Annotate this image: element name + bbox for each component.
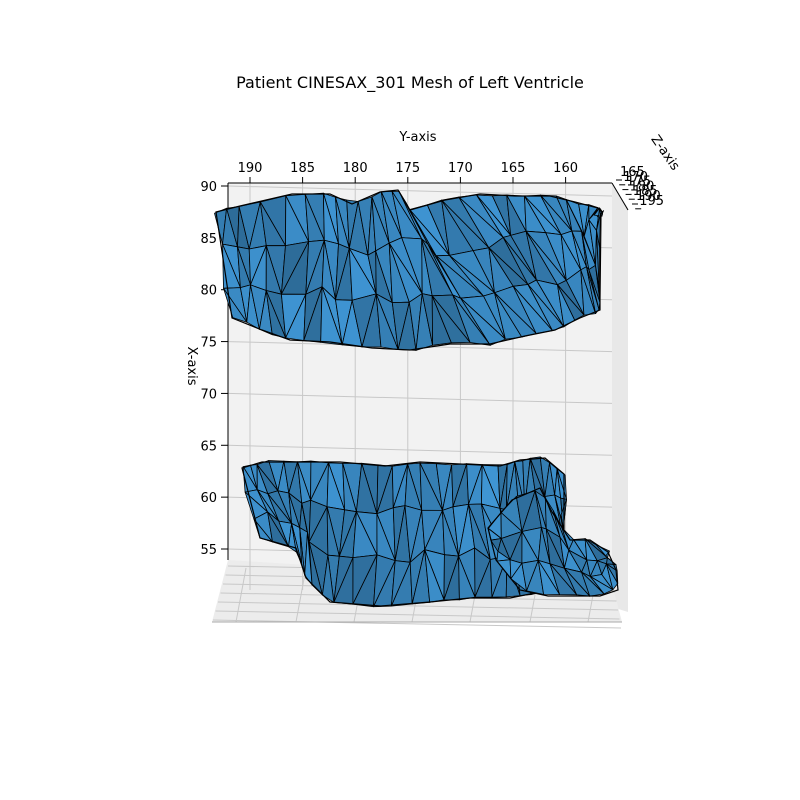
z-tick-label: 190 <box>636 189 661 204</box>
mesh-face <box>321 554 335 603</box>
z-tick-label: 165 <box>620 165 645 180</box>
mesh-face <box>581 571 605 597</box>
z-axis-line <box>611 182 629 211</box>
tick-labels: 190 185 180 175 170 165 1605560657075808590165… <box>200 161 664 558</box>
mesh-outline <box>215 189 603 351</box>
mesh-surfaces <box>214 189 619 608</box>
floor-grid-line <box>215 610 620 620</box>
x-tick-label: 65 <box>200 439 217 454</box>
z-tick-label: 195 <box>639 194 664 209</box>
mesh-face <box>267 511 289 548</box>
x-axis-label: X-axis <box>184 347 199 386</box>
y-tick-label: 170 <box>448 161 473 176</box>
y-tick-label: 190 <box>238 161 263 176</box>
z-tick-label: 180 <box>630 179 655 194</box>
mesh-face <box>431 295 471 344</box>
z-tick-label: 185 <box>633 184 658 199</box>
floor-grid-line <box>295 567 307 623</box>
x-tick-label: 80 <box>200 284 217 299</box>
z-tick-label: 175 <box>626 175 651 190</box>
right-pane <box>612 183 628 612</box>
mesh-face <box>320 286 343 346</box>
mesh-face <box>557 284 585 321</box>
z-axis-label: Z-axis <box>647 133 682 174</box>
x-tick-label: 60 <box>200 491 217 506</box>
mesh-face <box>606 563 619 584</box>
chart-title: Patient CINESAX_301 Mesh of Left Ventric… <box>236 73 584 93</box>
y-tick-label: 180 <box>343 161 368 176</box>
mesh-face <box>596 213 601 248</box>
x-tick-label: 75 <box>200 336 217 351</box>
grid-line-x <box>227 185 613 197</box>
mesh-face <box>537 560 560 595</box>
y-axis-label: Y-axis <box>398 130 436 145</box>
y-tick-label: 165 <box>501 161 526 176</box>
mesh-lower-tail <box>487 487 619 597</box>
floor-grid-line <box>235 567 247 623</box>
mesh-upper <box>214 189 604 351</box>
mesh-face <box>589 576 614 595</box>
grid-line-x <box>227 444 613 456</box>
grid-line-x <box>227 392 613 404</box>
mesh-outline <box>487 487 619 597</box>
y-tick-label: 160 <box>553 161 578 176</box>
x-tick-label: 85 <box>200 232 217 247</box>
floor-grid-line <box>217 601 619 611</box>
x-tick-label: 90 <box>200 180 217 195</box>
y-tick-label: 185 <box>290 161 315 176</box>
x-tick-label: 55 <box>200 543 217 558</box>
x-tick-label: 70 <box>200 387 217 402</box>
z-tick-label: 170 <box>623 170 648 185</box>
y-tick-label: 175 <box>395 161 420 176</box>
floor-grid-line <box>212 619 622 629</box>
mesh-face <box>549 563 578 596</box>
mesh-face <box>375 293 399 351</box>
